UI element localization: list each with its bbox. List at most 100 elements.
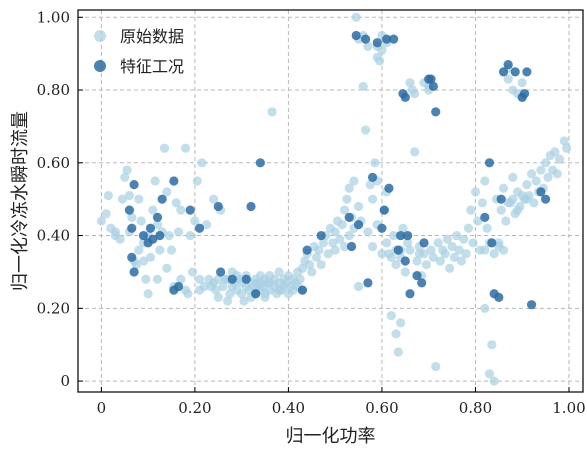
raw-data-point-25: [150, 176, 160, 186]
raw-data-point-122: [323, 249, 333, 259]
raw-data-point-244: [498, 245, 509, 255]
feature-point-20: [241, 274, 251, 284]
raw-data-point-138: [351, 12, 361, 22]
feature-point-0: [124, 205, 135, 215]
feature-point-9: [152, 212, 163, 222]
feature-point-67: [536, 187, 546, 197]
raw-data-point-12: [127, 212, 137, 222]
raw-data-point-227: [555, 154, 565, 164]
feature-point-40: [393, 245, 403, 255]
raw-data-point-14: [131, 260, 142, 270]
raw-data-point-57: [213, 274, 223, 284]
feature-point-17: [213, 201, 223, 212]
legend-marker-raw-data: [94, 30, 106, 42]
raw-data-point-111: [297, 263, 308, 273]
raw-data-point-194: [477, 198, 488, 208]
x-tick-label-5: 1.00: [552, 399, 585, 417]
raw-data-point-46: [192, 176, 202, 186]
raw-data-point-133: [344, 183, 354, 193]
raw-data-point-196: [482, 223, 492, 233]
raw-data-point-161: [400, 267, 410, 277]
raw-data-point-163: [405, 78, 415, 88]
feature-point-58: [494, 292, 504, 303]
x-tick-label-1: 0.20: [178, 399, 211, 417]
raw-data-point-9: [122, 165, 132, 175]
raw-data-point-11: [124, 190, 135, 201]
axis-ticks: 0 0.20 0.40 0.60 0.80 1.00 0 0.20 0.40 0.60 0.80 1.…: [37, 8, 586, 417]
raw-data-point-45: [190, 216, 200, 226]
raw-data-point-60: [218, 281, 228, 292]
feature-point-61: [503, 59, 513, 70]
raw-data-point-217: [531, 176, 541, 186]
raw-data-point-179: [442, 234, 452, 244]
feature-point-32: [363, 278, 373, 288]
raw-data-point-28: [155, 245, 165, 255]
raw-data-point-207: [508, 172, 518, 182]
feature-point-46: [405, 289, 415, 299]
feature-point-47: [412, 270, 422, 281]
raw-data-point-185: [456, 256, 467, 266]
raw-data-point-182: [449, 252, 460, 262]
raw-data-point-234: [260, 289, 270, 299]
raw-data-point-204: [501, 216, 511, 226]
legend-marker-feature-condition: [94, 60, 106, 72]
raw-data-point-39: [176, 274, 186, 284]
raw-data-point-230: [255, 278, 265, 288]
feature-point-24: [297, 285, 308, 295]
raw-data-point-15: [134, 245, 144, 255]
raw-data-point-267: [391, 329, 401, 339]
feature-point-53: [431, 107, 441, 117]
raw-data-point-238: [405, 245, 415, 255]
feature-point-18: [216, 267, 226, 277]
feature-point-37: [382, 34, 392, 44]
y-axis-label: 归一化冷冻水瞬时流量: [10, 111, 31, 291]
feature-point-7: [145, 223, 156, 233]
raw-data-point-176: [435, 256, 445, 266]
raw-data-point-62: [223, 296, 233, 306]
raw-data-point-7: [117, 194, 128, 204]
x-tick-label-4: 0.80: [459, 399, 492, 417]
feature-point-56: [487, 238, 497, 248]
legend: 原始数据 特征工况: [94, 27, 184, 76]
raw-data-point-56: [211, 285, 221, 295]
raw-data-point-139: [353, 201, 364, 212]
raw-data-point-91: [267, 107, 277, 117]
raw-data-point-188: [463, 223, 474, 233]
raw-data-point-233: [274, 285, 284, 295]
raw-data-point-118: [314, 245, 324, 255]
feature-point-60: [498, 67, 509, 77]
feature-point-22: [251, 289, 261, 299]
raw-data-point-114: [304, 260, 315, 270]
plot-frame: [77, 9, 584, 393]
raw-data-point-251: [382, 238, 392, 248]
legend-label-feature-condition: 特征工况: [120, 57, 184, 76]
raw-data-point-42: [183, 289, 193, 299]
raw-data-point-20: [141, 274, 151, 284]
raw-data-point-128: [335, 234, 345, 244]
grid-lines: [78, 10, 583, 392]
raw-data-point-172: [426, 245, 436, 255]
feature-point-2: [129, 180, 139, 190]
raw-data-point-44: [187, 267, 198, 277]
raw-data-point-142: [358, 81, 368, 91]
raw-data-point-51: [201, 220, 212, 230]
x-tick-label-3: 0.60: [365, 399, 398, 417]
raw-data-point-175: [433, 238, 443, 248]
x-axis-label: 归一化功率: [286, 426, 376, 447]
raw-data-point-166: [412, 256, 422, 266]
feature-point-59: [496, 194, 506, 204]
raw-data-point-124: [328, 238, 338, 248]
raw-data-point-49: [197, 158, 207, 168]
raw-data-point-213: [522, 180, 532, 190]
feature-point-62: [510, 67, 520, 77]
raw-data-point-23: [145, 252, 156, 262]
raw-data-point-150: [374, 56, 385, 66]
feature-point-4: [129, 267, 139, 277]
feature-point-38: [384, 183, 394, 193]
raw-data-point-145: [365, 180, 375, 190]
feature-point-55: [484, 158, 495, 168]
feature-point-34: [372, 38, 382, 48]
raw-data-point-269: [480, 303, 490, 313]
feature-point-68: [540, 194, 551, 204]
